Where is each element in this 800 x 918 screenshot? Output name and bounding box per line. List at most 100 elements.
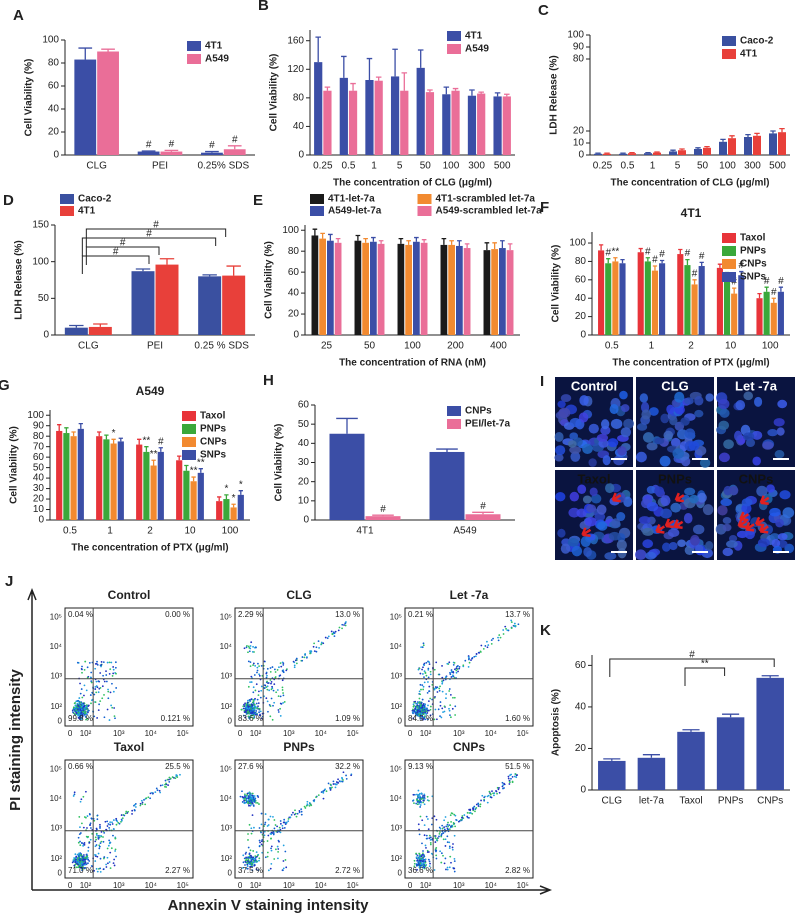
- event-dot: [106, 708, 109, 711]
- event-dot: [266, 674, 268, 677]
- event-dot: [90, 671, 93, 674]
- x-tick-label: 100: [404, 341, 421, 352]
- nucleus: [557, 528, 566, 538]
- event-dot: [421, 842, 423, 845]
- event-dot: [421, 706, 424, 709]
- event-dot: [341, 627, 343, 630]
- event-dot: [438, 826, 441, 829]
- y-tick-label: 10⁴: [220, 794, 233, 803]
- event-dot: [318, 647, 320, 649]
- event-dot: [108, 861, 111, 863]
- event-dot: [337, 629, 340, 632]
- significance-mark: *: [232, 493, 236, 504]
- nucleus: [734, 430, 743, 442]
- event-dot: [475, 653, 478, 655]
- event-dot: [438, 835, 440, 838]
- event-dot: [112, 862, 115, 864]
- event-dot: [239, 795, 242, 798]
- event-dot: [250, 698, 253, 701]
- event-dot: [458, 665, 461, 668]
- event-dot: [511, 780, 514, 783]
- event-dot: [416, 713, 419, 716]
- event-dot: [77, 866, 80, 869]
- event-dot: [78, 713, 81, 716]
- event-dot: [426, 818, 429, 820]
- event-dot: [246, 707, 249, 710]
- y-tick-label: 20: [573, 126, 585, 137]
- event-dot: [254, 861, 256, 863]
- nucleus: [589, 487, 598, 497]
- legend-label: SNPs: [200, 450, 227, 461]
- event-dot: [474, 808, 477, 811]
- nucleus: [718, 452, 730, 463]
- event-dot: [292, 811, 294, 814]
- event-dot: [416, 701, 419, 703]
- event-dot: [285, 866, 288, 869]
- nucleus: [579, 395, 589, 406]
- event-dot: [82, 703, 85, 706]
- event-dot: [257, 705, 259, 708]
- event-dot: [277, 711, 280, 713]
- y-tick-label: 80: [575, 256, 587, 267]
- nucleus: [722, 516, 732, 525]
- nucleus: [636, 423, 648, 431]
- x-tick-label: 4T1: [356, 526, 374, 537]
- event-dot: [332, 783, 335, 785]
- legend-swatch: [182, 437, 196, 447]
- event-dot: [315, 796, 317, 799]
- quadrant-label: 13.0 %: [335, 610, 360, 619]
- event-dot: [264, 821, 267, 824]
- event-dot: [101, 697, 104, 700]
- event-dot: [453, 860, 456, 863]
- event-dot: [418, 862, 420, 865]
- y-tick-label: 30: [33, 483, 45, 494]
- event-dot: [84, 710, 87, 713]
- event-dot: [114, 850, 117, 852]
- event-dot: [253, 703, 256, 706]
- event-dot: [420, 703, 422, 706]
- event-dot: [479, 803, 482, 806]
- significance-mark: #: [771, 287, 777, 298]
- nucleus: [580, 536, 591, 548]
- error-bar: [363, 237, 368, 243]
- bar: [137, 151, 160, 155]
- event-dot: [269, 867, 272, 870]
- event-dot: [98, 703, 101, 706]
- nucleus: [568, 440, 577, 448]
- event-dot: [421, 698, 424, 701]
- event-dot: [413, 704, 415, 707]
- event-dot: [477, 805, 480, 807]
- event-dot: [72, 706, 75, 709]
- event-dot: [258, 714, 261, 717]
- event-dot: [243, 703, 245, 706]
- error-bar: [729, 135, 735, 139]
- event-dot: [274, 671, 277, 673]
- event-dot: [416, 704, 419, 707]
- event-dot: [159, 784, 162, 787]
- event-dot: [472, 807, 474, 810]
- event-dot: [154, 791, 157, 794]
- event-dot: [131, 809, 134, 812]
- event-dot: [301, 656, 304, 658]
- event-dot: [87, 835, 90, 838]
- event-dot: [266, 851, 269, 854]
- event-dot: [105, 866, 108, 868]
- significance-mark: #: [169, 139, 175, 150]
- event-dot: [452, 670, 455, 673]
- event-dot: [88, 841, 91, 844]
- error-bar: [398, 237, 404, 244]
- error-bar: [443, 86, 450, 95]
- event-dot: [284, 850, 287, 853]
- event-dot: [252, 645, 254, 648]
- y-axis-label: PI staining intensity: [7, 668, 24, 810]
- event-dot: [448, 661, 451, 664]
- event-dot: [85, 857, 87, 859]
- event-dot: [508, 783, 511, 785]
- event-dot: [86, 827, 88, 829]
- event-dot: [83, 842, 86, 844]
- event-dot: [425, 710, 428, 713]
- event-dot: [249, 704, 251, 706]
- event-dot: [242, 861, 245, 864]
- x-tick-label: 10³: [453, 881, 465, 890]
- bar: [230, 507, 237, 520]
